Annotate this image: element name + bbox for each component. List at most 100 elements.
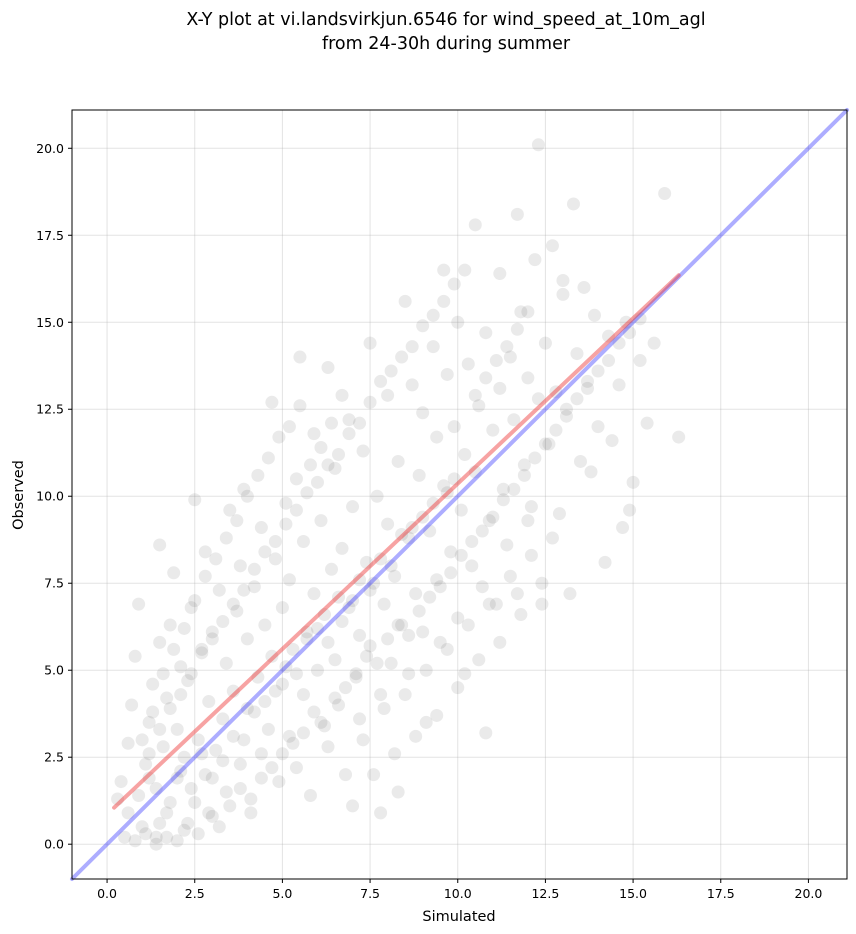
data-point: [233, 559, 247, 573]
data-point: [258, 618, 272, 632]
data-point: [482, 597, 496, 611]
data-point: [489, 354, 503, 368]
data-point: [391, 618, 405, 632]
data-point: [230, 514, 244, 528]
data-point: [198, 569, 212, 583]
data-point: [265, 395, 279, 409]
data-point: [174, 688, 188, 702]
data-point: [174, 660, 188, 674]
data-point: [163, 618, 177, 632]
chart-title-line2: from 24-30h during summer: [322, 34, 571, 54]
data-point: [191, 733, 205, 747]
data-point: [451, 681, 465, 695]
data-point: [314, 715, 328, 729]
data-point: [451, 611, 465, 625]
x-tick-label: 7.5: [360, 886, 380, 901]
data-point: [233, 782, 247, 796]
data-point: [163, 701, 177, 715]
data-point: [205, 771, 219, 785]
data-point: [447, 277, 461, 291]
data-point: [114, 775, 128, 789]
data-point: [149, 837, 163, 851]
data-point: [237, 733, 251, 747]
data-point: [332, 698, 346, 712]
data-point: [542, 437, 556, 451]
data-point: [153, 635, 167, 649]
data-point: [388, 569, 402, 583]
data-point: [212, 820, 226, 834]
data-point: [584, 465, 598, 479]
y-tick-label: 2.5: [44, 750, 64, 765]
data-point: [167, 642, 181, 656]
data-point: [398, 294, 412, 308]
data-point: [591, 364, 605, 378]
y-tick-label: 0.0: [44, 837, 64, 852]
data-point: [577, 280, 591, 294]
data-point: [128, 649, 142, 663]
data-point: [265, 761, 279, 775]
data-point: [384, 559, 398, 573]
data-point: [146, 677, 160, 691]
data-point: [216, 754, 230, 768]
data-point: [310, 475, 324, 489]
data-point: [314, 441, 328, 455]
data-point: [247, 705, 261, 719]
data-point: [170, 722, 184, 736]
data-point: [233, 757, 247, 771]
data-point: [244, 792, 258, 806]
data-point: [349, 667, 363, 681]
data-point: [244, 806, 258, 820]
data-point: [426, 340, 440, 354]
data-point: [195, 642, 209, 656]
data-point: [268, 534, 282, 548]
data-point: [626, 475, 640, 489]
data-point: [556, 287, 570, 301]
data-point: [184, 601, 198, 615]
reference-lines: [70, 108, 849, 881]
data-point: [226, 684, 240, 698]
data-point: [465, 534, 479, 548]
data-point: [321, 360, 335, 374]
data-point: [395, 528, 409, 542]
data-point: [251, 670, 265, 684]
data-point: [332, 447, 346, 461]
data-point: [272, 775, 286, 789]
data-point: [360, 555, 374, 569]
data-point: [342, 601, 356, 615]
data-point: [240, 489, 254, 503]
data-point: [381, 517, 395, 531]
data-point: [381, 388, 395, 402]
y-tick-label: 17.5: [36, 228, 64, 243]
data-point: [275, 601, 289, 615]
data-point: [588, 308, 602, 322]
data-point: [282, 573, 296, 587]
data-point: [153, 538, 167, 552]
data-point: [367, 576, 381, 590]
data-point: [602, 329, 616, 343]
data-point: [205, 632, 219, 646]
data-point: [202, 695, 216, 709]
data-point: [419, 715, 433, 729]
data-point: [272, 430, 286, 444]
data-point: [307, 427, 321, 441]
data-point: [177, 823, 191, 837]
data-point: [440, 642, 454, 656]
chart-title-line1: X-Y plot at vi.landsvirkjun.6546 for win…: [186, 10, 705, 30]
data-point: [391, 454, 405, 468]
data-point: [254, 771, 268, 785]
data-point: [479, 326, 493, 340]
data-point: [223, 503, 237, 517]
data-point: [303, 458, 317, 472]
data-point: [552, 507, 566, 521]
data-point: [205, 809, 219, 823]
data-point: [184, 667, 198, 681]
data-point: [289, 667, 303, 681]
identity-line: [70, 108, 849, 881]
data-points: [111, 138, 686, 851]
data-point: [461, 618, 475, 632]
data-point: [314, 514, 328, 528]
y-tick-label: 15.0: [36, 315, 64, 330]
data-point: [317, 608, 331, 622]
data-point: [275, 677, 289, 691]
x-axis-ticks: 0.0 2.5 5.0 7.5 10.0 12.5 15.0 17.5 20.0: [97, 879, 822, 901]
